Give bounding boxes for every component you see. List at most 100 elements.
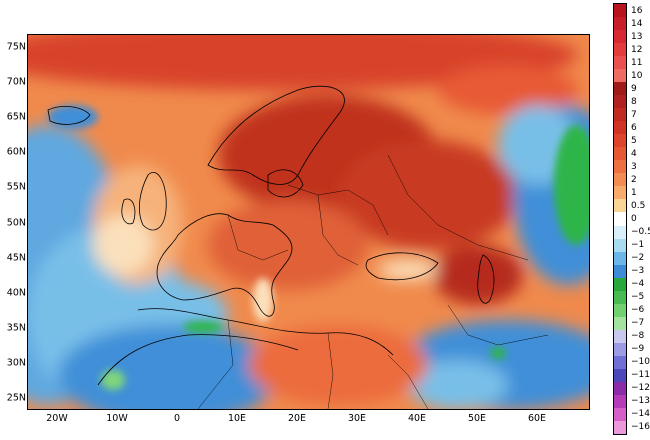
baltic-coast [267,169,304,198]
italy-neutral [253,278,273,322]
legend-swatch [614,329,626,344]
caspian-coast [477,254,495,304]
legend-swatch [614,394,626,409]
legend-label: 3 [631,161,637,172]
legend-swatch [614,95,626,109]
lat-label: 50N [6,217,26,228]
lat-label: 40N [6,287,26,299]
legend-swatch [614,225,626,240]
ireland-cream [93,215,153,275]
legend-swatch [614,238,626,253]
lat-label: 70N [6,76,26,88]
legend-swatch [614,4,626,18]
lon-label: 30E [347,413,367,424]
black-sea-coast [365,252,439,281]
lat-label: 60N [6,146,26,158]
border-line [317,194,359,266]
lat-label: 30N [6,357,26,369]
lon-label: 0 [173,413,181,424]
lon-label: 50E [467,413,487,424]
legend-label: 8 [631,96,637,107]
legend-label: 11 [631,57,643,68]
legend-swatch [614,420,626,435]
legend-label: −9 [631,344,645,355]
lon-label: 10W [106,413,128,424]
central-europe-warm [208,200,368,290]
mediterranean-coast [137,308,394,356]
legend-swatch [614,108,626,122]
legend-swatch [614,173,626,187]
legend-swatch [614,43,626,57]
legend-label: −14 [631,409,650,420]
lat-label: 45N [6,252,26,264]
legend-swatch [614,277,626,292]
legend-swatch [614,368,626,383]
border-line [227,214,289,261]
legend-swatch [614,160,626,174]
siberia-warm [438,65,578,115]
legend-swatch [614,134,626,148]
legend-swatch [614,381,626,396]
legend-swatch [614,212,626,226]
legend-swatch [614,290,626,305]
legend-label: −8 [631,331,645,342]
legend-swatch [614,407,626,422]
legend-swatch [614,316,626,331]
coastlines [47,85,495,386]
legend-label: −13 [631,396,650,407]
lat-label: 25N [6,392,26,404]
legend-label: −0.5 [631,227,650,238]
legend-swatch [614,342,626,357]
arabia-light-cool [408,360,508,409]
legend-swatch [614,69,626,83]
lat-label: 35N [6,322,26,334]
legend-label: 9 [631,83,637,94]
black-sea-neutral [378,260,438,280]
map-canvas [28,35,589,409]
border-line [327,332,334,409]
lon-label: 10E [227,413,247,424]
legend-label: −6 [631,305,645,316]
legend-label: −12 [631,383,650,394]
legend-label: 7 [631,109,637,120]
legend-swatch [614,121,626,135]
legend-swatch [614,251,626,266]
border-line [197,319,234,409]
legend-swatch [614,303,626,318]
border-line [387,154,529,261]
legend-label: 14 [631,18,643,29]
iceland-coast [47,105,91,125]
legend-swatch [614,264,626,279]
legend-swatch [614,355,626,370]
lat-label: 65N [6,111,26,123]
legend-swatch [614,30,626,44]
borders [197,154,549,409]
anomaly-map [27,34,590,410]
europe-mainland-coast [156,213,293,317]
legend-label: 12 [631,44,643,55]
legend-label: 1 [631,187,637,198]
legend-swatch [614,82,626,96]
legend-label: −3 [631,266,645,277]
legend-label: 0.5 [631,200,646,211]
iceland-cool-patch [48,105,98,129]
lat-label: 75N [6,41,26,53]
sahara-warm [248,325,428,405]
legend-label: 5 [631,135,637,146]
border-line [387,354,429,409]
lon-label: 60E [527,413,547,424]
africa-coast [97,334,299,386]
legend-label: 10 [631,70,643,81]
legend-swatch [614,147,626,161]
legend-label: 13 [631,31,643,42]
border-line [287,184,389,236]
scandinavia-coast [207,85,345,185]
iran-cold-anomaly [490,347,506,359]
legend-swatch [614,17,626,31]
legend-label: 4 [631,148,637,159]
atlas-cold-anomaly [183,321,223,333]
legend-swatch [614,56,626,70]
lon-label: 20W [46,413,68,424]
legend-label: 16 [631,5,643,16]
urals-cold-anomaly [554,125,589,245]
